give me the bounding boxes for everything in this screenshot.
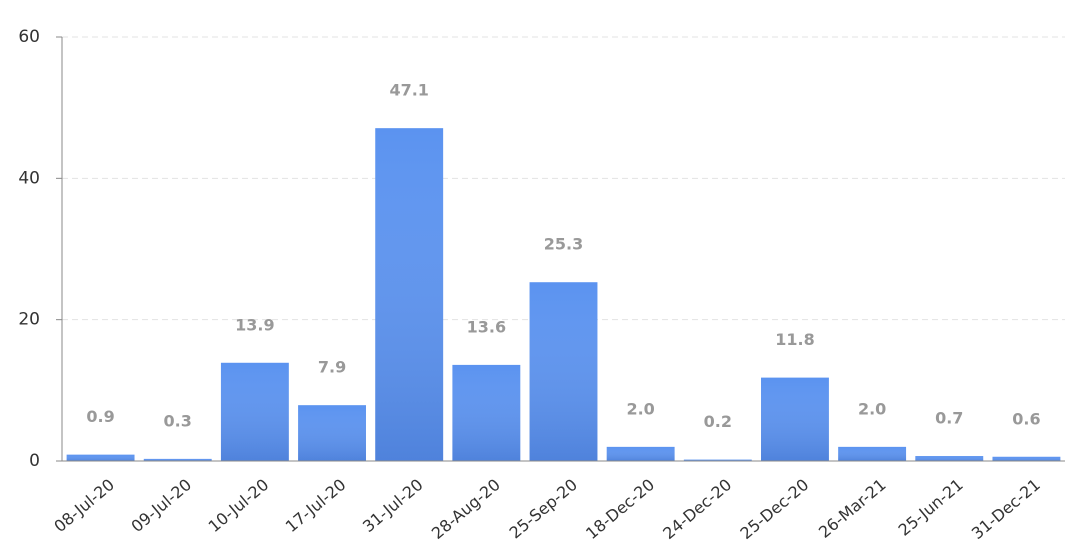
x-tick-label: 18-Dec-20: [582, 475, 658, 543]
x-tick-label: 31-Dec-21: [968, 475, 1044, 543]
x-tick-label: 26-Mar-21: [815, 475, 890, 542]
y-tick-label: 20: [18, 310, 40, 330]
bar-shade: [838, 446, 907, 461]
x-tick-label: 28-Aug-20: [428, 475, 504, 543]
x-tick-label: 25-Dec-20: [736, 475, 812, 543]
value-label: 0.3: [164, 411, 192, 430]
x-tick-label: 17-Jul-20: [282, 475, 350, 536]
x-tick-label: 10-Jul-20: [205, 475, 273, 536]
bar-shade: [992, 456, 1061, 461]
value-label: 25.3: [544, 235, 583, 254]
x-tick-label: 25-Jun-21: [895, 475, 967, 540]
bar-shade: [143, 458, 212, 461]
value-label: 7.9: [318, 358, 346, 377]
value-label: 2.0: [858, 399, 886, 418]
bar-shade: [66, 454, 135, 461]
value-label: 2.0: [626, 399, 654, 418]
value-label: 0.2: [704, 412, 732, 431]
x-tick-label: 08-Jul-20: [50, 475, 118, 536]
y-tick-label: 0: [29, 451, 40, 471]
x-tick-label: 25-Sep-20: [506, 475, 581, 543]
value-label: 0.7: [935, 409, 963, 428]
value-label: 0.6: [1012, 409, 1040, 428]
bar-shade: [220, 362, 289, 461]
value-label: 13.9: [235, 315, 274, 334]
bar-shade: [761, 377, 829, 461]
bar-shade: [375, 128, 444, 461]
x-tick-label: 09-Jul-20: [127, 475, 195, 536]
bar-shade: [298, 405, 366, 461]
bar-shade: [683, 459, 752, 461]
x-tick-label: 24-Dec-20: [659, 475, 735, 543]
bar-shade: [915, 456, 984, 461]
value-label: 13.6: [467, 317, 506, 336]
x-tick-label: 31-Jul-20: [359, 475, 427, 536]
bar-shade: [529, 282, 598, 461]
bar-shade: [452, 364, 521, 461]
value-label: 0.9: [86, 407, 114, 426]
y-tick-label: 40: [18, 168, 40, 188]
bar-shade: [606, 446, 675, 461]
y-tick-label: 60: [18, 27, 40, 47]
value-label: 47.1: [389, 81, 428, 100]
value-label: 11.8: [775, 330, 814, 349]
